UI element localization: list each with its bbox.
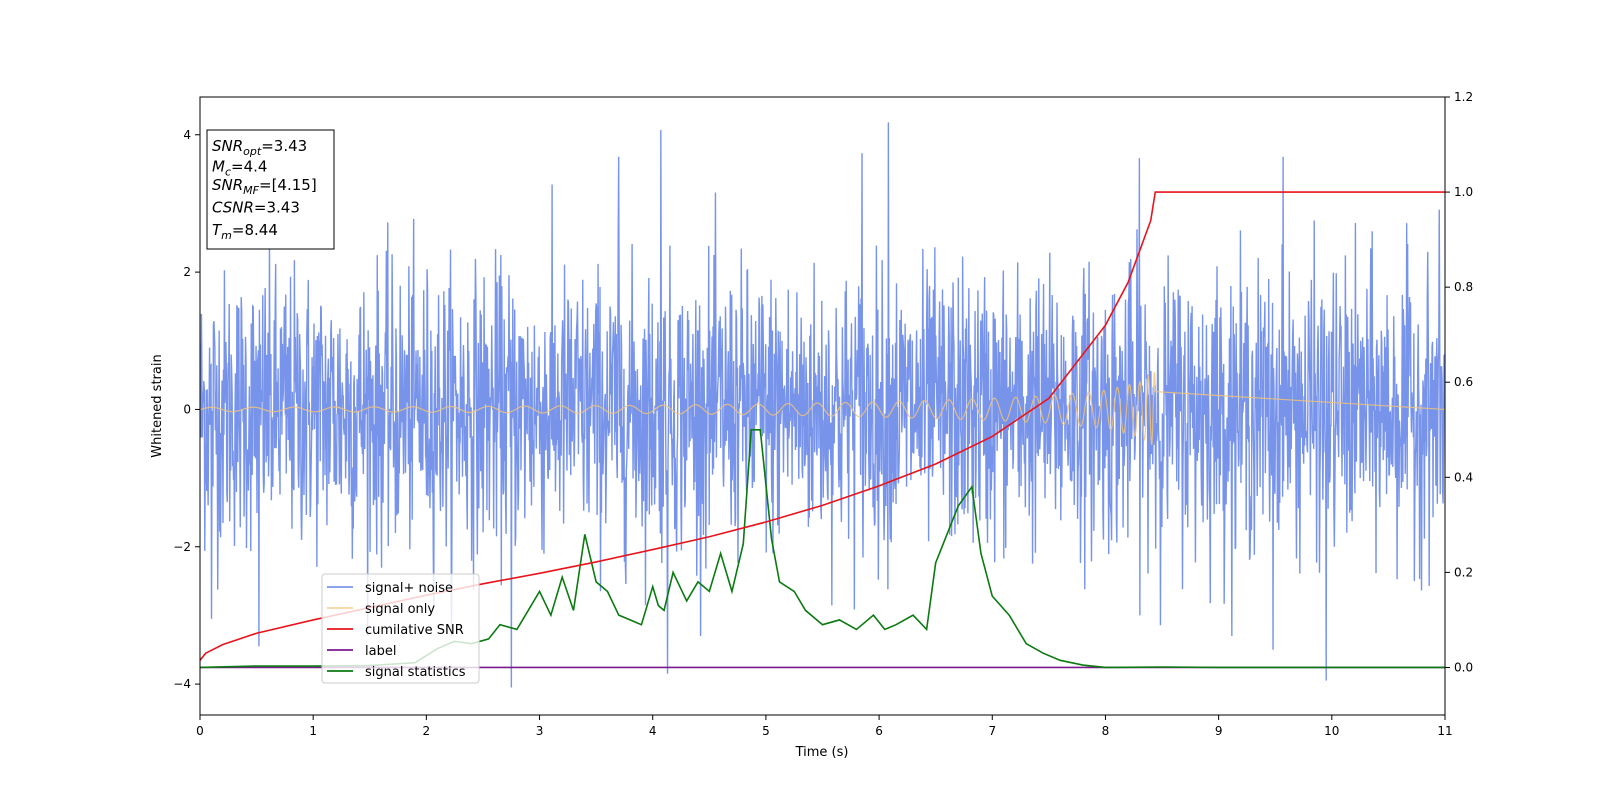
y2-tick-label: 1.0 <box>1454 185 1473 199</box>
series-cumulative-snr <box>200 191 1445 661</box>
x-tick-label: 10 <box>1324 724 1339 738</box>
y-axis-label: Whitened strain <box>150 354 165 457</box>
x-axis: 0 1 2 3 4 5 6 7 8 9 10 11 <box>196 715 1453 738</box>
y2-tick-label: 0.2 <box>1454 565 1473 579</box>
x-tick-label: 0 <box>196 724 204 738</box>
x-tick-label: 11 <box>1437 724 1452 738</box>
x-tick-label: 2 <box>423 724 431 738</box>
annotation-line: CSNR=3.43 <box>212 199 300 217</box>
y-axis-left: −4 −2 0 2 4 <box>173 128 200 691</box>
legend-label: label <box>365 644 396 659</box>
series-signal-noise <box>200 122 1445 688</box>
legend-label: signal+ noise <box>365 581 453 596</box>
legend-frame <box>321 573 480 684</box>
y2-tick-label: 1.2 <box>1454 90 1473 104</box>
annotation-frame <box>206 129 335 250</box>
legend-label: cumilative SNR <box>365 623 464 638</box>
x-tick-label: 6 <box>875 724 883 738</box>
y-tick-label: 4 <box>183 128 191 142</box>
x-tick-label: 3 <box>536 724 544 738</box>
y2-tick-label: 0.6 <box>1454 375 1473 389</box>
legend: signal+ noise signal only cumilative SNR la… <box>321 573 480 684</box>
legend-label: signal statistics <box>365 665 466 680</box>
series-signal-statistics <box>200 428 1445 669</box>
x-tick-label: 7 <box>988 724 996 738</box>
x-tick-label: 4 <box>649 724 657 738</box>
y-tick-label: 0 <box>183 402 191 416</box>
x-tick-label: 9 <box>1215 724 1223 738</box>
x-tick-label: 1 <box>309 724 317 738</box>
x-tick-label: 5 <box>762 724 770 738</box>
y2-tick-label: 0.4 <box>1454 470 1473 484</box>
y-axis-right: 0.0 0.2 0.4 0.6 0.8 1.0 1.2 <box>1445 90 1473 674</box>
y-tick-label: 2 <box>183 265 191 279</box>
plot-frame <box>199 96 1446 716</box>
series-layer <box>200 122 1445 688</box>
annotation-line: Mc=4.4 <box>212 158 267 179</box>
annotation-line: Tm=8.44 <box>212 221 278 242</box>
annotation-line: SNRopt=3.43 <box>212 137 307 158</box>
x-axis-label: Time (s) <box>795 745 849 760</box>
x-tick-label: 8 <box>1102 724 1110 738</box>
series-signal-only <box>200 371 1445 445</box>
y-tick-label: −4 <box>173 677 191 691</box>
y2-tick-label: 0.8 <box>1454 280 1473 294</box>
annotation-line: SNRMF=[4.15] <box>212 176 317 197</box>
y2-tick-label: 0.0 <box>1454 660 1473 674</box>
legend-label: signal only <box>365 602 435 617</box>
y-tick-label: −2 <box>173 540 191 554</box>
